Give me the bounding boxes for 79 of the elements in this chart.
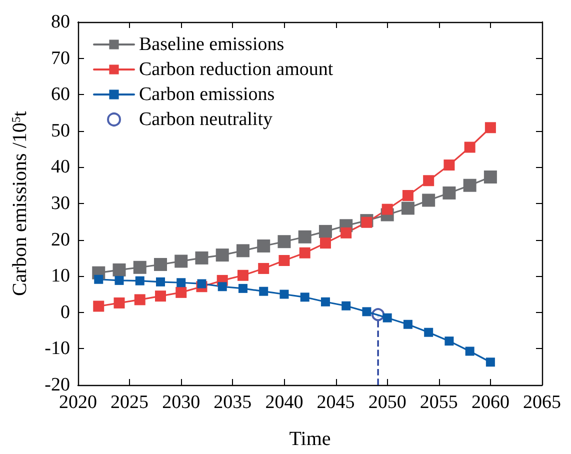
point [382, 313, 392, 322]
y-axis-title: Carbon emissions /105t [9, 110, 31, 296]
x-tick-label: 2025 [110, 392, 149, 413]
y-tick-label: 50 [51, 120, 70, 142]
point [298, 230, 312, 244]
point [93, 300, 104, 312]
point [238, 284, 248, 293]
point [197, 279, 206, 288]
point [403, 320, 412, 329]
point [216, 248, 229, 262]
x-tick-label: 2030 [162, 392, 200, 413]
point [278, 235, 291, 248]
y-tick-label: 80 [51, 12, 70, 32]
point [236, 244, 250, 258]
point [278, 254, 290, 266]
point [362, 307, 372, 316]
y-tick-label: 30 [51, 193, 70, 214]
point [280, 290, 289, 299]
y-tick-label: 60 [51, 84, 70, 106]
point [154, 258, 167, 271]
y-tick-label: -10 [44, 338, 70, 360]
point [340, 227, 352, 238]
point [176, 278, 186, 288]
point [114, 297, 125, 308]
point [258, 262, 270, 274]
point [134, 294, 146, 306]
point [402, 190, 414, 202]
x-tick-label: 2060 [471, 392, 510, 413]
y-tick-label: 10 [51, 266, 70, 287]
x-axis-title: Time [289, 428, 331, 450]
point [112, 263, 126, 276]
point [299, 247, 310, 258]
point [237, 270, 248, 281]
point [259, 286, 268, 296]
point [176, 286, 187, 298]
point [423, 175, 434, 186]
y-tick-label: 70 [51, 48, 70, 69]
point [361, 216, 372, 228]
point [484, 170, 497, 184]
point [174, 254, 188, 268]
y-tick-label: 40 [51, 156, 70, 178]
point [463, 178, 476, 192]
x-tick-label: 2055 [420, 392, 458, 413]
point [464, 142, 476, 153]
point [94, 274, 104, 284]
x-tick-label: 2045 [316, 392, 355, 413]
point [320, 238, 331, 249]
point [300, 292, 310, 302]
legend-label: Baseline emissions [139, 34, 284, 55]
point [156, 277, 165, 286]
y-tick-label: 20 [51, 229, 70, 250]
point [465, 346, 474, 356]
x-tick-label: 2035 [214, 392, 252, 413]
legend-label: Carbon emissions [139, 84, 275, 105]
point [320, 297, 330, 306]
x-tick-label: 2065 [523, 392, 561, 413]
point [114, 276, 124, 285]
point [486, 358, 495, 367]
x-tick-label: 2050 [368, 392, 406, 413]
point [424, 328, 434, 337]
point [401, 202, 414, 215]
point [484, 122, 496, 134]
point [444, 160, 455, 171]
y-tick-label: 0 [60, 302, 70, 323]
point [154, 290, 166, 302]
point [318, 224, 332, 238]
point [422, 194, 436, 207]
point [442, 186, 456, 200]
point [257, 239, 270, 252]
legend-label: Carbon reduction amount [139, 59, 334, 80]
point [218, 282, 227, 292]
point [133, 260, 146, 274]
legend-label: Carbon neutrality [139, 109, 273, 130]
point [382, 204, 393, 215]
point [135, 276, 144, 286]
point [444, 336, 454, 346]
point [195, 251, 208, 264]
x-tick-label: 2040 [265, 392, 304, 413]
point [342, 301, 351, 310]
